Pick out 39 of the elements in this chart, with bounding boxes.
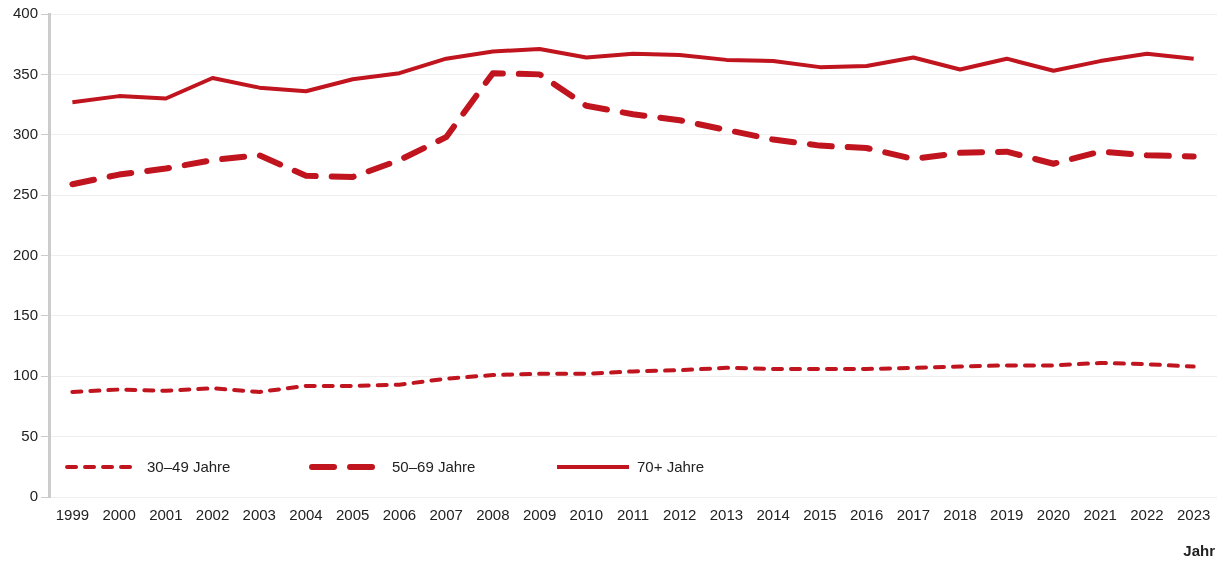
x-tick-label: 2008 [476,506,510,524]
y-tick-label: 350 [13,64,39,82]
line-series [70,360,1196,394]
x-tick-label: 2005 [336,506,370,524]
x-tick-label: 2007 [429,506,463,524]
x-tick-label: 1999 [55,506,90,524]
x-tick-label: 2002 [195,506,230,524]
y-tick-label: 200 [13,245,39,263]
x-tick-label: 2020 [1036,506,1071,524]
x-tick-label: 2001 [149,506,183,524]
x-tick-label: 2021 [1083,506,1117,524]
x-tick-label: 2022 [1130,506,1164,524]
x-tick-label: 2003 [242,506,276,524]
y-tick-label: 100 [13,366,39,384]
legend-label: 50–69 Jahre [392,458,476,476]
x-tick-label: 2015 [803,506,837,524]
x-tick-label: 2004 [289,506,323,524]
y-tick-label: 50 [21,426,39,444]
y-tick-label: 250 [13,185,39,203]
x-axis-title: Jahr [1183,541,1216,559]
x-tick-label: 2019 [990,506,1024,524]
x-tick-label: 2014 [756,506,790,524]
x-tick-label: 2000 [102,506,136,524]
y-tick-label: 300 [13,124,39,142]
x-tick-label: 2016 [849,506,884,524]
legend-label: 70+ Jahre [637,458,705,476]
x-tick-label: 2009 [522,506,557,524]
y-tick-label: 400 [13,4,39,22]
x-tick-label: 2018 [943,506,977,524]
y-tick-label: 0 [29,487,39,505]
x-tick-label: 2013 [709,506,744,524]
x-tick-label: 2023 [1176,506,1211,524]
y-tick-label: 150 [13,306,39,324]
x-tick-label: 2010 [569,506,603,524]
x-tick-label: 2006 [382,506,417,524]
x-tick-label: 2011 [616,506,650,524]
legend-label: 30–49 Jahre [147,458,231,476]
x-tick-label: 2017 [896,506,931,524]
x-tick-label: 2012 [663,506,697,524]
